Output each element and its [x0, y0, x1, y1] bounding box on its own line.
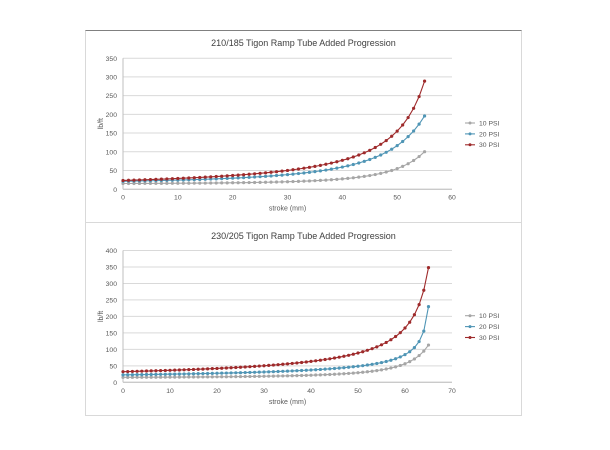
- svg-text:350: 350: [106, 56, 118, 63]
- svg-text:0: 0: [113, 187, 117, 194]
- svg-text:350: 350: [106, 265, 118, 272]
- svg-text:50: 50: [393, 195, 401, 202]
- svg-text:300: 300: [106, 75, 118, 82]
- svg-text:150: 150: [106, 131, 118, 138]
- svg-text:30: 30: [260, 388, 268, 395]
- svg-text:0: 0: [121, 195, 125, 202]
- svg-text:400: 400: [106, 248, 118, 255]
- svg-text:stroke (mm): stroke (mm): [269, 206, 306, 213]
- svg-text:200: 200: [106, 112, 118, 119]
- svg-text:60: 60: [448, 195, 456, 202]
- svg-text:10 PSI: 10 PSI: [479, 313, 500, 320]
- svg-text:60: 60: [401, 388, 409, 395]
- svg-text:20 PSI: 20 PSI: [479, 324, 500, 331]
- svg-text:30 PSI: 30 PSI: [479, 142, 500, 149]
- svg-text:50: 50: [109, 363, 117, 370]
- svg-text:250: 250: [106, 298, 118, 305]
- svg-text:230/205 Tigon Ramp Tube Added: 230/205 Tigon Ramp Tube Added Progressio…: [211, 231, 396, 241]
- svg-text:210/185 Tigon Ramp Tube Added: 210/185 Tigon Ramp Tube Added Progressio…: [211, 38, 396, 48]
- svg-text:0: 0: [121, 388, 125, 395]
- svg-text:stroke (mm): stroke (mm): [269, 399, 306, 406]
- svg-text:20: 20: [213, 388, 221, 395]
- svg-text:10 PSI: 10 PSI: [479, 120, 500, 127]
- svg-text:50: 50: [354, 388, 362, 395]
- svg-text:0: 0: [113, 380, 117, 387]
- svg-text:20: 20: [229, 195, 237, 202]
- svg-text:lb/ft: lb/ft: [98, 311, 105, 322]
- svg-text:250: 250: [106, 93, 118, 100]
- svg-text:200: 200: [106, 314, 118, 321]
- svg-text:40: 40: [339, 195, 347, 202]
- svg-text:40: 40: [307, 388, 315, 395]
- svg-text:10: 10: [174, 195, 182, 202]
- svg-text:30 PSI: 30 PSI: [479, 335, 500, 342]
- svg-text:300: 300: [106, 281, 118, 288]
- svg-text:100: 100: [106, 149, 118, 156]
- svg-text:30: 30: [284, 195, 292, 202]
- svg-text:10: 10: [166, 388, 174, 395]
- svg-text:100: 100: [106, 347, 118, 354]
- svg-text:lb/ft: lb/ft: [98, 118, 105, 129]
- svg-text:50: 50: [109, 168, 117, 175]
- svg-text:20 PSI: 20 PSI: [479, 131, 500, 138]
- svg-text:70: 70: [448, 388, 456, 395]
- svg-text:150: 150: [106, 330, 118, 337]
